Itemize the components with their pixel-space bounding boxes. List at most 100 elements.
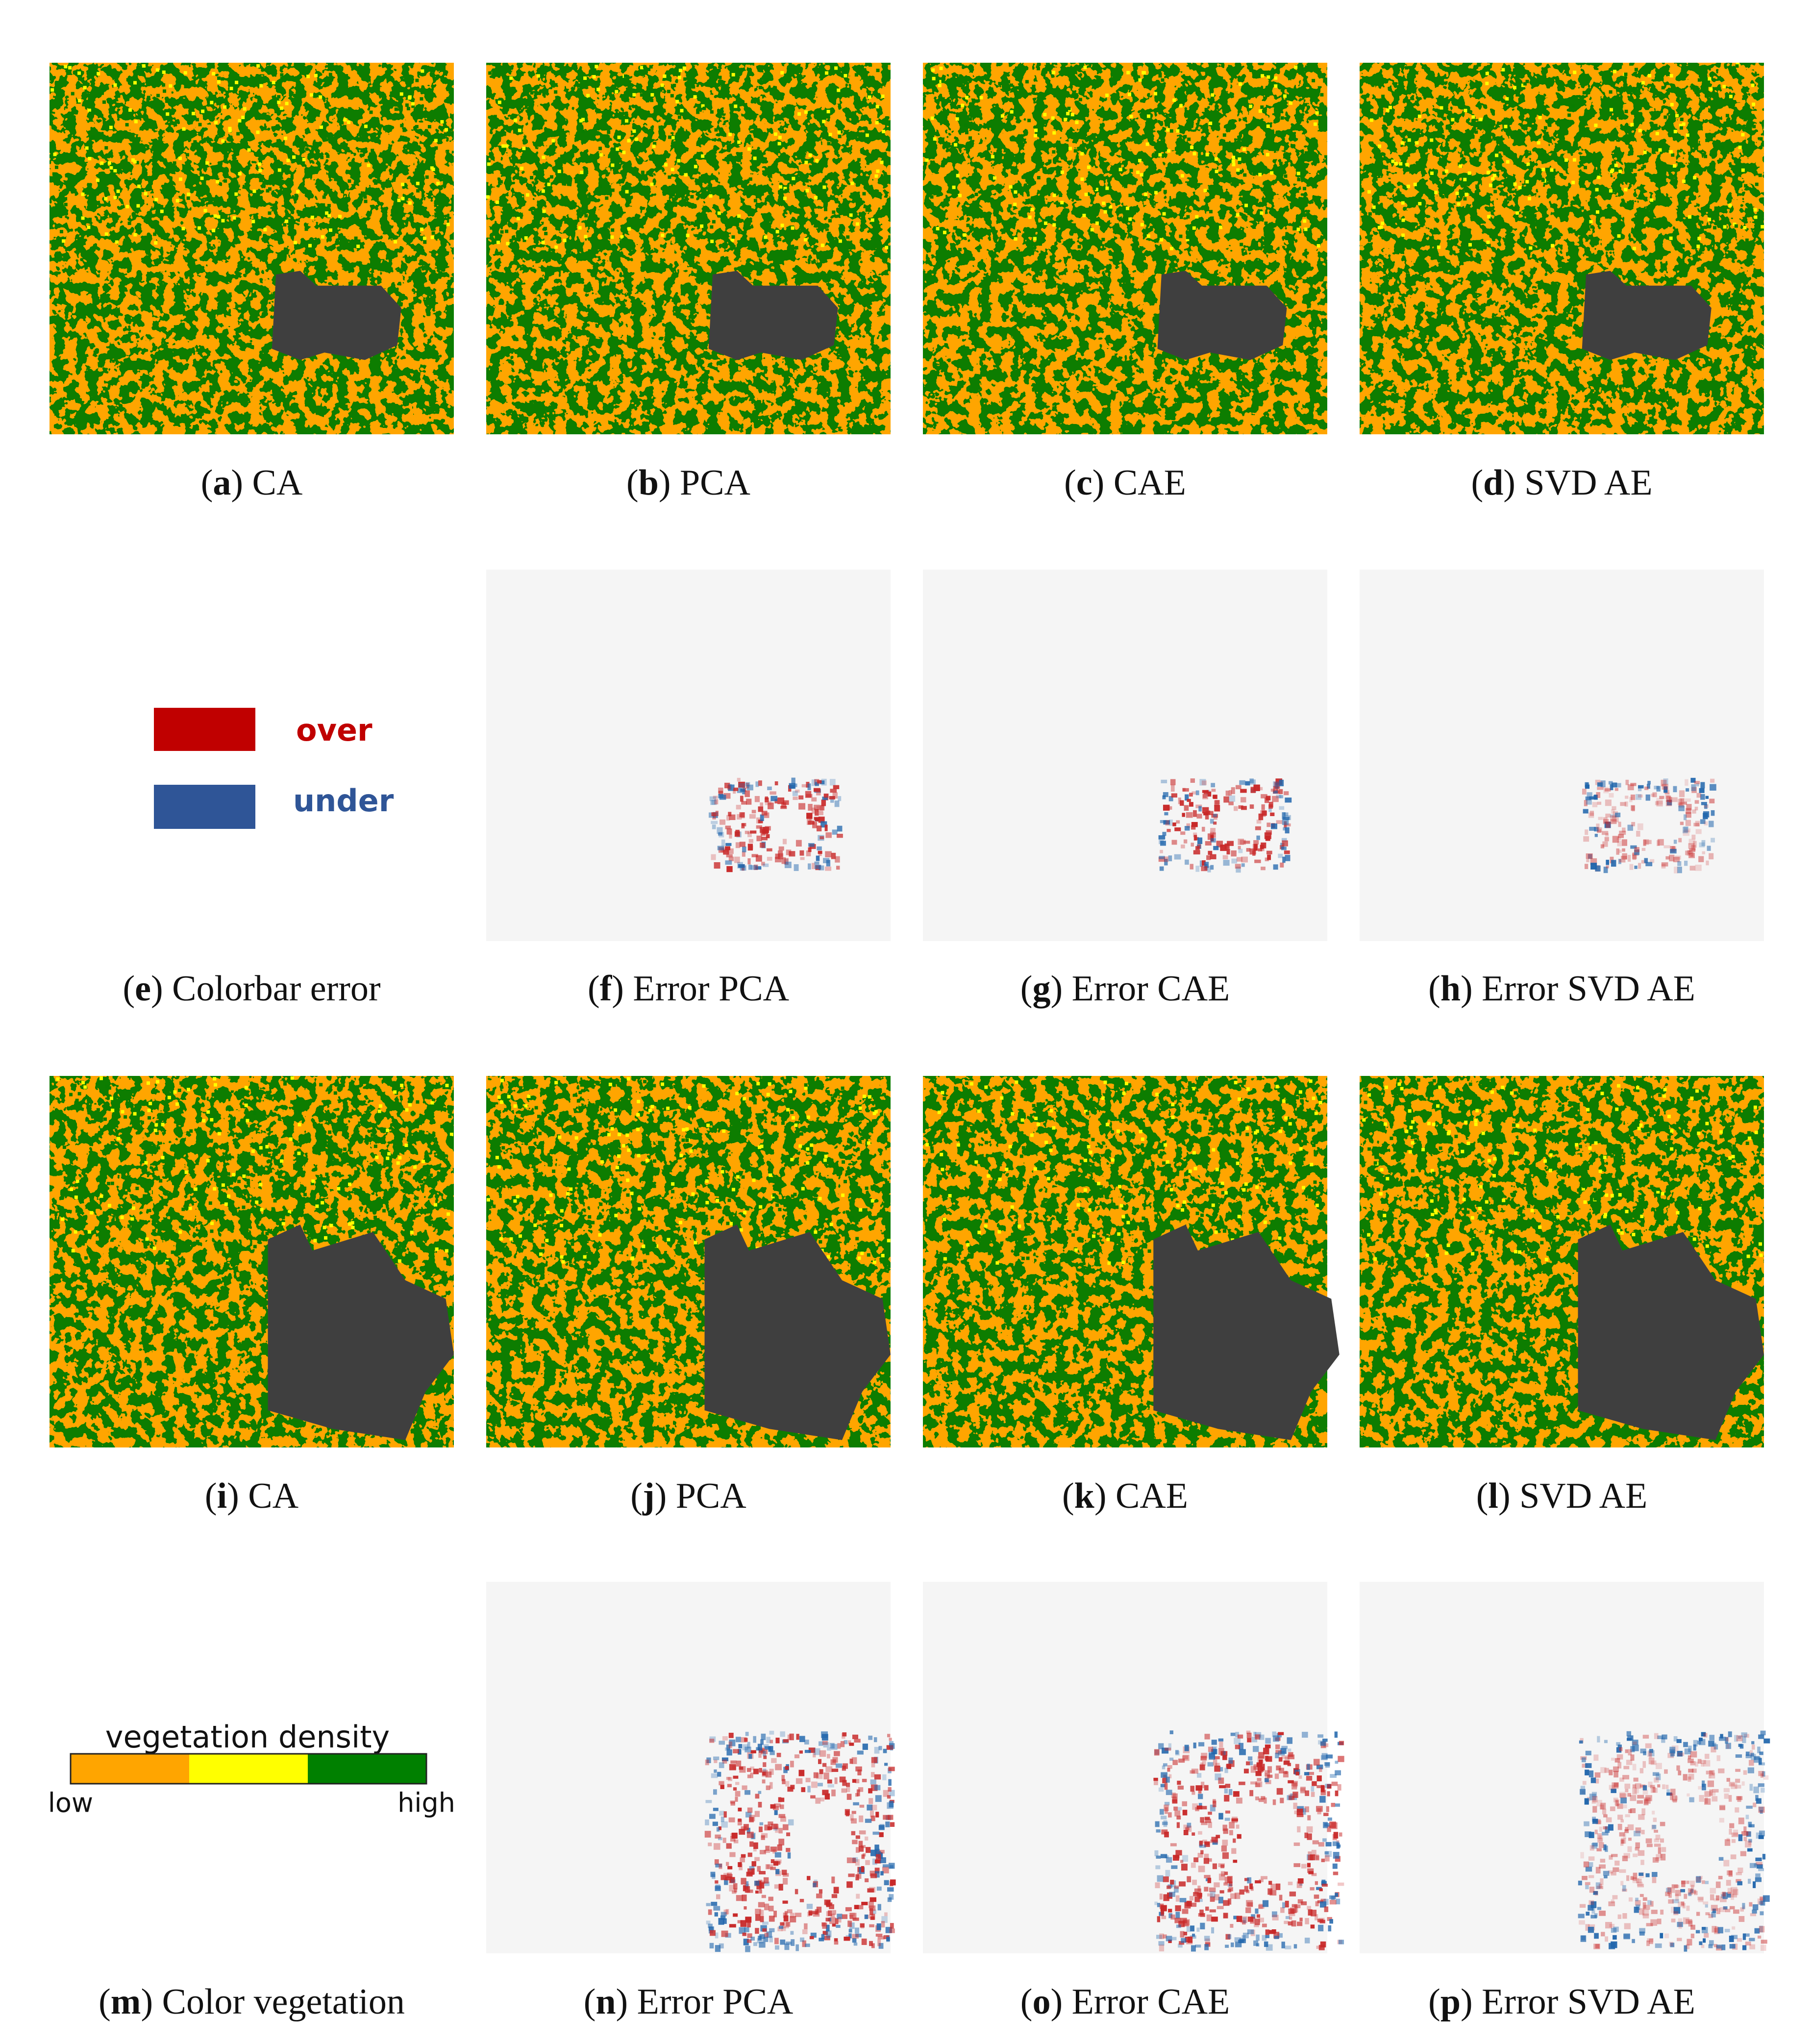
sparse-pixel (1381, 222, 1385, 225)
sparse-pixel (1092, 1244, 1096, 1247)
sparse-pixel (1373, 1161, 1377, 1165)
error-pixel (1729, 1823, 1735, 1828)
error-pixel (1643, 1799, 1649, 1805)
error-pixel (1702, 1880, 1705, 1884)
sparse-pixel (1492, 1174, 1496, 1178)
sparse-pixel (939, 66, 943, 70)
sparse-pixel (1415, 242, 1419, 246)
sparse-pixel (1548, 225, 1552, 229)
sparse-pixel (1101, 1096, 1105, 1100)
sparse-pixel (972, 175, 976, 179)
error-pixel (1623, 1853, 1630, 1859)
error-pixel (1663, 786, 1668, 793)
sparse-pixel (887, 1239, 891, 1243)
sparse-pixel (1303, 187, 1307, 191)
error-pixel (874, 1868, 880, 1873)
sparse-pixel (760, 1233, 764, 1237)
sparse-pixel (1052, 223, 1056, 227)
error-pixel (1193, 832, 1197, 837)
sparse-pixel (936, 226, 940, 230)
sparse-pixel (854, 73, 858, 77)
error-pixel (1584, 864, 1589, 869)
sparse-pixel (1222, 1229, 1226, 1233)
error-pixel (727, 1874, 733, 1878)
sparse-pixel (1667, 1135, 1671, 1139)
error-pixel (850, 1814, 854, 1821)
error-pixel (790, 1931, 794, 1935)
error-pixel (1255, 1919, 1260, 1925)
error-pixel (1685, 798, 1691, 802)
sparse-pixel (643, 1080, 647, 1084)
error-pixel (1757, 1935, 1762, 1939)
sparse-pixel (1572, 158, 1576, 162)
error-pixel (1613, 1766, 1619, 1772)
error-pixel (1228, 1789, 1233, 1795)
error-pixel (1699, 788, 1705, 793)
error-pixel (845, 1907, 852, 1912)
sparse-pixel (542, 209, 546, 213)
caption-part: ) CAE (1092, 463, 1186, 503)
sparse-pixel (822, 185, 826, 189)
error-pixel (1211, 1740, 1217, 1745)
sparse-pixel (544, 226, 547, 230)
error-background (1360, 570, 1764, 941)
sparse-pixel (1677, 1168, 1681, 1172)
sparse-pixel (998, 82, 1002, 86)
sparse-pixel (801, 1187, 805, 1191)
sparse-pixel (701, 154, 705, 158)
sparse-pixel (968, 117, 972, 121)
error-pixel (1634, 865, 1638, 869)
error-pixel (1743, 1826, 1747, 1832)
error-pixel (1585, 1867, 1592, 1872)
sparse-pixel (265, 1232, 269, 1236)
sparse-pixel (1443, 1238, 1447, 1242)
error-pixel (1710, 1894, 1714, 1900)
sparse-pixel (837, 130, 841, 134)
sparse-pixel (54, 206, 58, 210)
error-pixel (1623, 1766, 1630, 1770)
error-pixel (1749, 1944, 1756, 1949)
sparse-pixel (690, 221, 694, 225)
error-pixel (1282, 856, 1286, 863)
error-pixel (1225, 790, 1230, 796)
error-pixel (799, 1898, 804, 1902)
error-pixel (729, 1877, 735, 1883)
error-pixel (1725, 1743, 1732, 1749)
sparse-pixel (242, 1174, 246, 1178)
error-pixel (783, 1915, 789, 1922)
error-pixel (1159, 1944, 1165, 1952)
sparse-pixel (1518, 1250, 1522, 1254)
sparse-pixel (213, 1077, 217, 1081)
sparse-pixel (1390, 1136, 1393, 1140)
error-pixel (744, 1927, 749, 1932)
sparse-pixel (1555, 121, 1559, 125)
sparse-pixel (429, 1173, 433, 1177)
sparse-pixel (228, 126, 232, 130)
error-pixel (870, 1873, 877, 1878)
error-pixel (806, 1903, 813, 1909)
error-pixel (1589, 1875, 1594, 1878)
sparse-pixel (753, 1101, 757, 1105)
error-pixel (1335, 1803, 1340, 1807)
error-pixel (1695, 1761, 1699, 1767)
sparse-pixel (276, 1187, 280, 1191)
error-pixel (1236, 867, 1241, 873)
sparse-pixel (956, 1143, 960, 1147)
sparse-pixel (1064, 1216, 1067, 1220)
sparse-pixel (181, 226, 185, 230)
error-pixel (1269, 1890, 1277, 1896)
error-pixel (1284, 1920, 1289, 1924)
error-pixel (884, 1912, 888, 1917)
error-pixel (1219, 1785, 1226, 1789)
sparse-pixel (1275, 1085, 1279, 1089)
error-pixel (766, 1737, 770, 1744)
sparse-pixel (109, 1097, 113, 1100)
error-pixel (1291, 1781, 1298, 1786)
sparse-pixel (67, 1209, 71, 1213)
error-pixel (1666, 796, 1671, 802)
error-pixel (1324, 1823, 1330, 1827)
error-pixel (1211, 1927, 1215, 1934)
sparse-pixel (347, 120, 350, 124)
sparse-pixel (84, 1256, 88, 1260)
error-pixel (1229, 1821, 1235, 1829)
